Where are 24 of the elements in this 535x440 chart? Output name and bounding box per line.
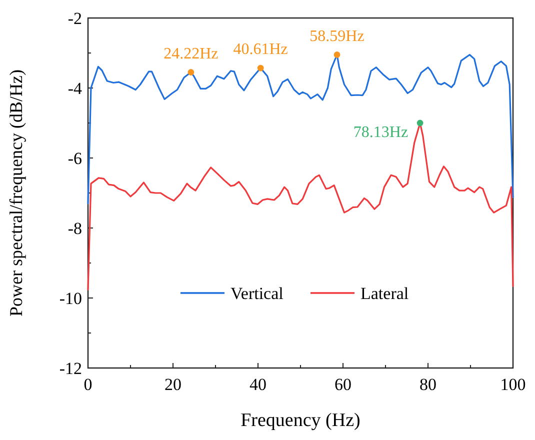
y-tick-label: -2 xyxy=(68,9,82,28)
annotation: 40.61Hz xyxy=(233,41,288,58)
annotation: 78.13Hz xyxy=(353,124,408,141)
y-tick-label: -12 xyxy=(59,359,82,378)
y-tick-label: -8 xyxy=(68,219,82,238)
point xyxy=(257,64,264,72)
point xyxy=(188,69,194,76)
annotation: 24.22Hz xyxy=(164,45,218,62)
x-tick-label: 20 xyxy=(164,375,182,394)
x-tick-label: 80 xyxy=(420,375,436,394)
annotation: 58.59Hz xyxy=(310,28,364,45)
y-tick-label: -10 xyxy=(59,289,82,308)
y-tick-label: -4 xyxy=(68,79,82,98)
y-axis-title: Power spectral/frequency (dB/Hz) xyxy=(6,70,26,316)
x-tick-label: 40 xyxy=(250,375,266,394)
legend-label: Vertical xyxy=(230,284,284,303)
x-tick-label: 0 xyxy=(84,375,92,394)
point xyxy=(334,52,340,58)
x-tick-label: 100 xyxy=(500,375,526,394)
legend-label: Lateral xyxy=(360,284,409,303)
x-axis-title: Frequency (Hz) xyxy=(240,410,360,431)
x-tick-label: 60 xyxy=(334,375,352,394)
point xyxy=(416,120,424,126)
y-tick-label: -6 xyxy=(68,149,82,168)
